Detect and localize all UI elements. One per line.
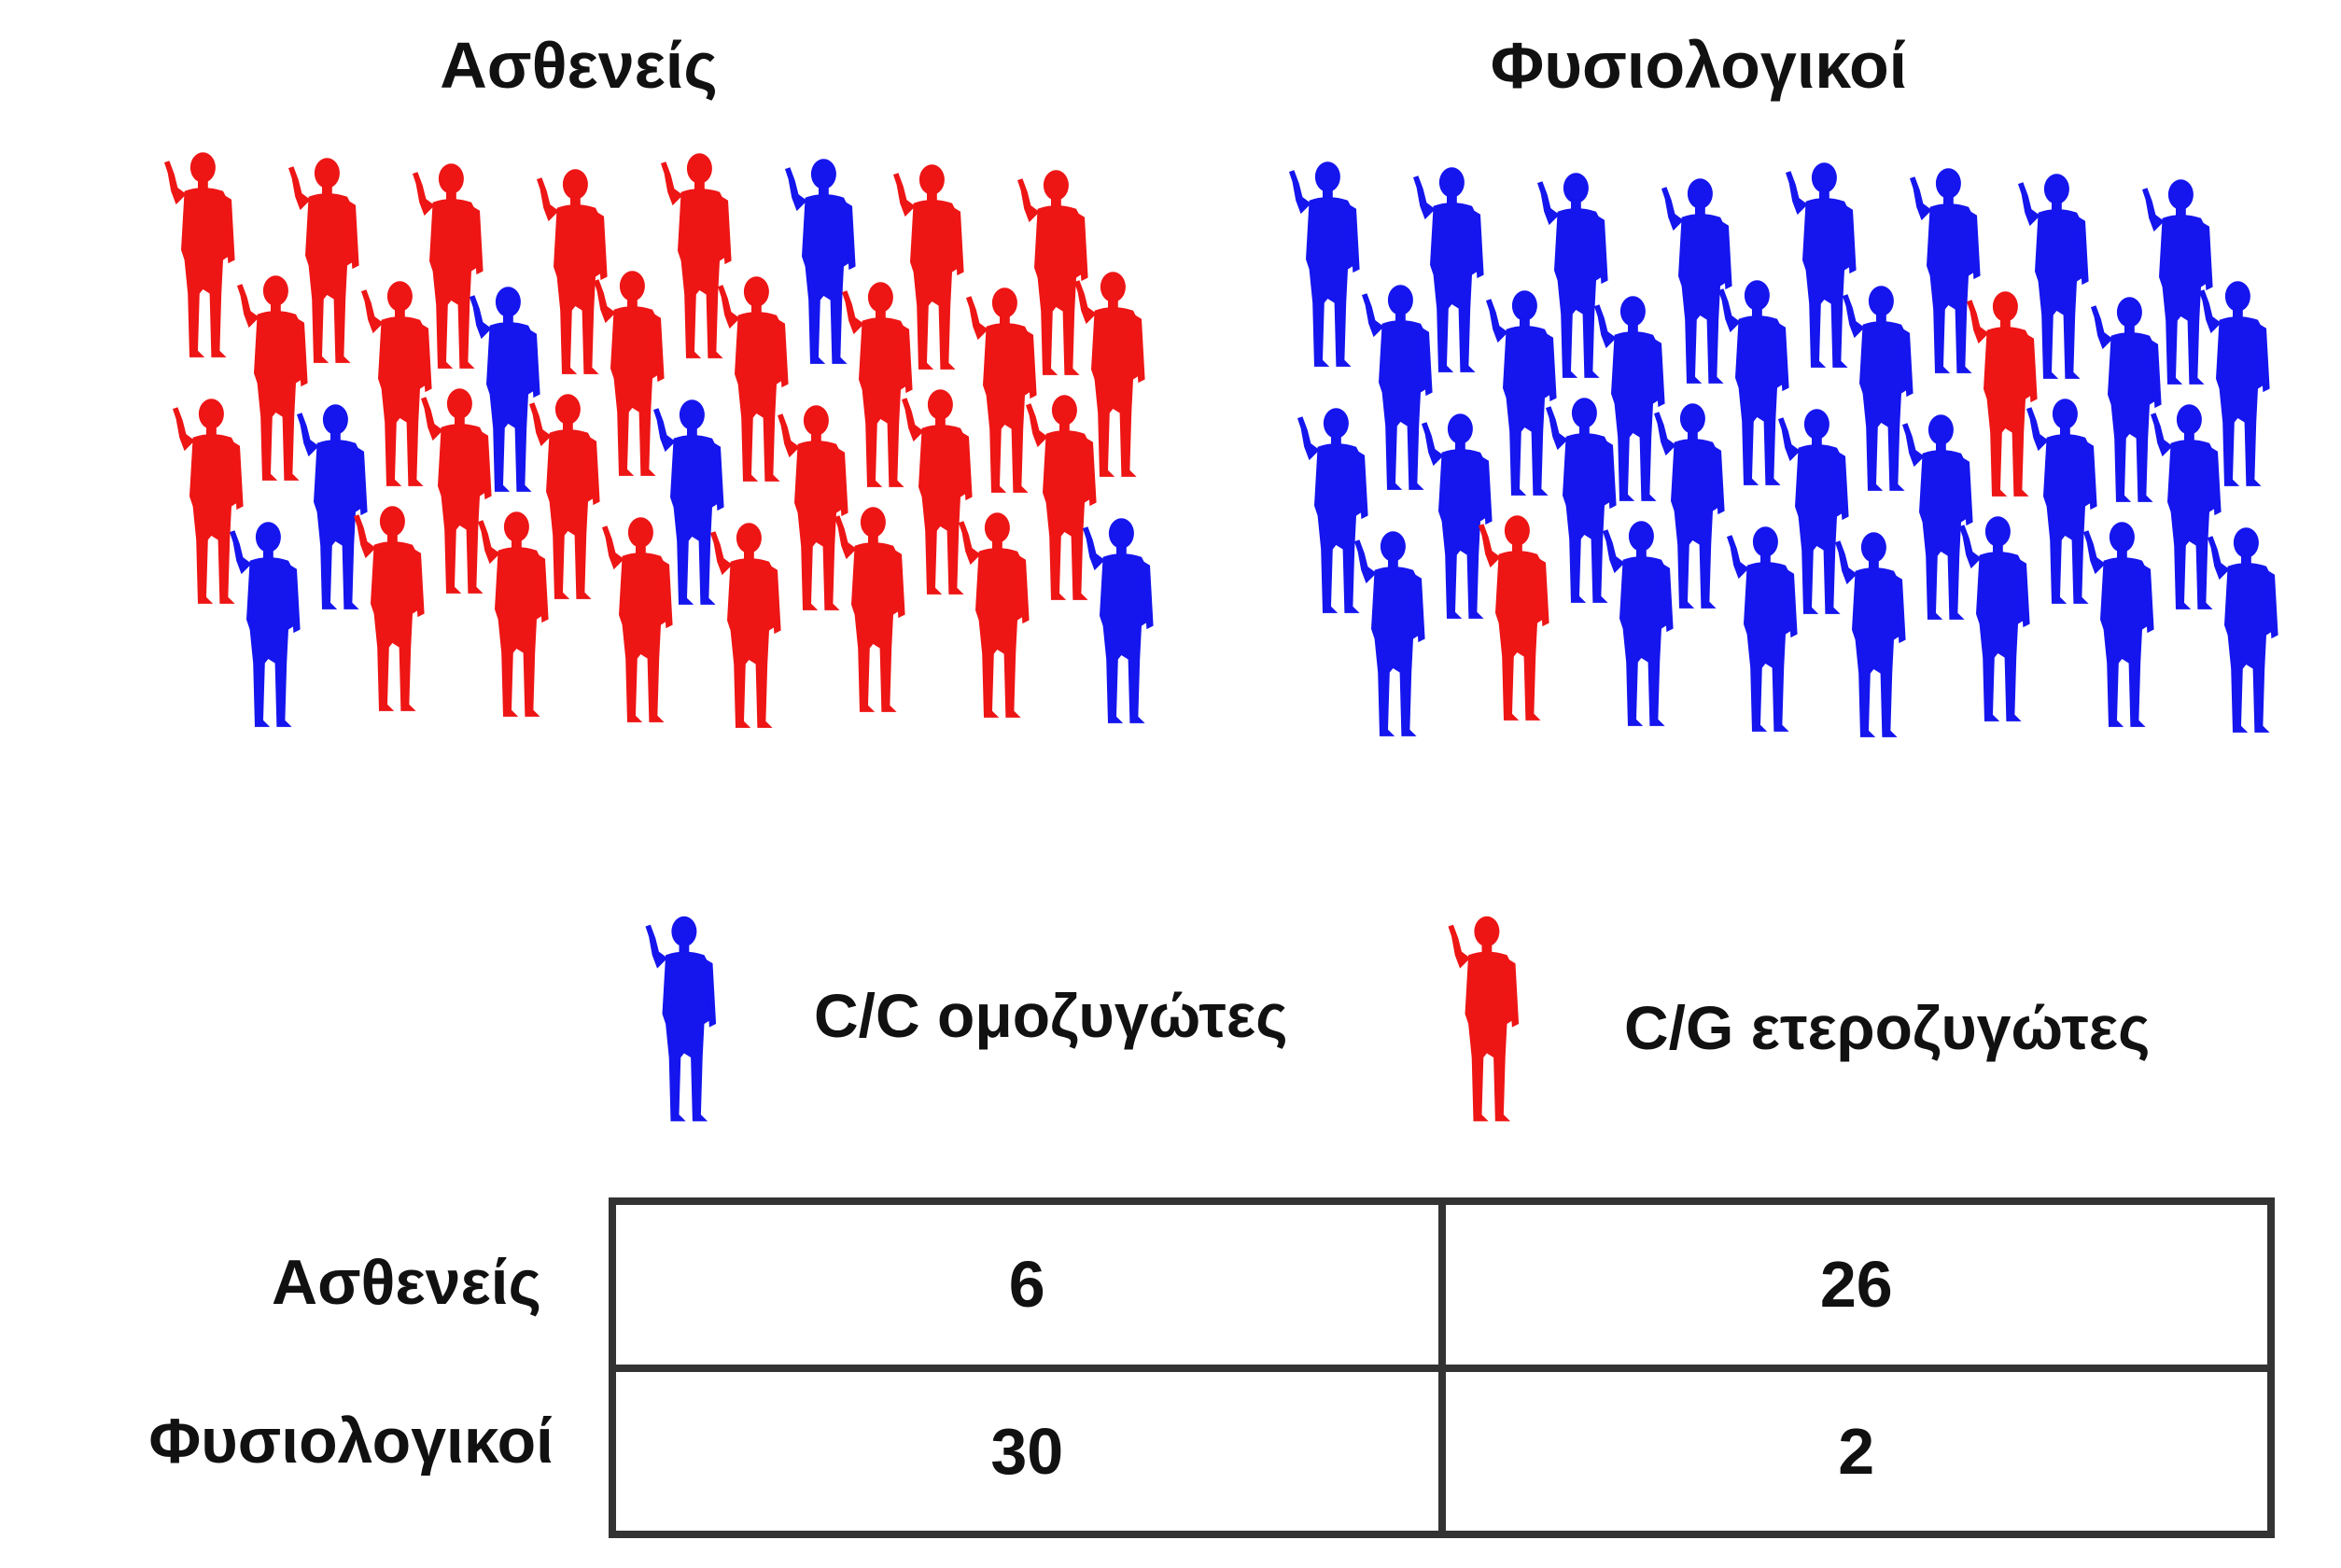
table-cell-controls-homozygous: 30 bbox=[609, 1364, 1446, 1538]
patients-person-majority-icon bbox=[778, 405, 848, 610]
patients-person-majority-icon bbox=[718, 276, 789, 482]
patients-person-majority-icon bbox=[164, 152, 235, 357]
controls-person-minority-icon bbox=[1967, 291, 2038, 497]
patients-person-majority-icon bbox=[478, 511, 549, 717]
patients-person-majority-icon bbox=[902, 389, 973, 595]
controls-person-majority-icon bbox=[1910, 168, 1981, 373]
patients-person-majority-icon bbox=[842, 282, 913, 487]
patients-person-majority-icon bbox=[661, 153, 732, 358]
patients-person-majority-icon bbox=[966, 287, 1037, 493]
controls-person-majority-icon bbox=[1786, 162, 1857, 368]
table-row: 30 2 bbox=[609, 1364, 2275, 1538]
controls-crowd bbox=[1289, 161, 2278, 737]
legend-heterozygous-label: C/G ετεροζυγώτες bbox=[1624, 993, 2151, 1062]
patients-person-majority-icon bbox=[537, 169, 608, 374]
table-row: 6 26 bbox=[609, 1197, 2275, 1372]
patients-person-majority-icon bbox=[710, 523, 781, 728]
controls-person-majority-icon bbox=[1289, 161, 1360, 367]
legend-homozygous-label: C/C ομοζυγώτες bbox=[814, 981, 1288, 1050]
controls-person-majority-icon bbox=[1354, 531, 1425, 736]
controls-person-majority-icon bbox=[1661, 178, 1732, 384]
controls-person-majority-icon bbox=[2091, 297, 2162, 502]
patients-title: Ασθενείς bbox=[440, 29, 718, 102]
controls-person-majority-icon bbox=[1546, 398, 1617, 603]
patients-person-minority-icon bbox=[785, 159, 856, 364]
controls-person-majority-icon bbox=[1362, 285, 1433, 490]
controls-person-majority-icon bbox=[1835, 532, 1906, 737]
controls-person-majority-icon bbox=[1297, 408, 1368, 613]
legend-homozygous-person-icon bbox=[645, 916, 717, 1122]
patients-person-minority-icon bbox=[230, 522, 301, 727]
patients-person-majority-icon bbox=[959, 512, 1030, 718]
controls-person-majority-icon bbox=[1727, 526, 1798, 732]
patients-person-majority-icon bbox=[834, 507, 905, 712]
patients-person-majority-icon bbox=[421, 388, 492, 594]
controls-person-majority-icon bbox=[1422, 413, 1493, 619]
table-cell-patients-homozygous: 6 bbox=[609, 1197, 1446, 1372]
controls-person-majority-icon bbox=[2026, 399, 2097, 604]
controls-person-majority-icon bbox=[2208, 527, 2278, 733]
controls-person-minority-icon bbox=[1479, 515, 1549, 721]
controls-person-majority-icon bbox=[2151, 404, 2222, 609]
patients-person-majority-icon bbox=[354, 506, 425, 711]
patients-person-majority-icon bbox=[594, 271, 665, 476]
genotype-count-table: 6 26 30 2 bbox=[609, 1197, 2275, 1538]
patients-person-majority-icon bbox=[1026, 395, 1097, 600]
controls-person-majority-icon bbox=[1486, 290, 1557, 496]
patients-person-majority-icon bbox=[237, 275, 308, 481]
controls-person-majority-icon bbox=[2083, 522, 2154, 727]
controls-title: Φυσιολογικοί bbox=[1490, 29, 1908, 102]
controls-person-majority-icon bbox=[1959, 516, 2030, 721]
patients-person-minority-icon bbox=[297, 404, 368, 609]
patients-person-minority-icon bbox=[1083, 518, 1154, 723]
table-row-label-patients: Ασθενείς bbox=[272, 1247, 541, 1318]
patients-person-majority-icon bbox=[602, 517, 673, 722]
controls-person-majority-icon bbox=[1843, 286, 1913, 491]
controls-person-majority-icon bbox=[1902, 414, 1973, 620]
controls-person-majority-icon bbox=[1603, 521, 1674, 726]
patients-person-majority-icon bbox=[361, 281, 432, 486]
controls-person-majority-icon bbox=[1718, 280, 1789, 485]
legend-heterozygous-person-icon bbox=[1448, 916, 1520, 1122]
table-cell-controls-heterozygous: 2 bbox=[1437, 1364, 2275, 1538]
patients-person-majority-icon bbox=[173, 399, 244, 604]
patients-crowd bbox=[164, 152, 1154, 728]
table-cell-patients-heterozygous: 26 bbox=[1437, 1197, 2275, 1372]
table-row-label-controls: Φυσιολογικοί bbox=[148, 1406, 554, 1477]
